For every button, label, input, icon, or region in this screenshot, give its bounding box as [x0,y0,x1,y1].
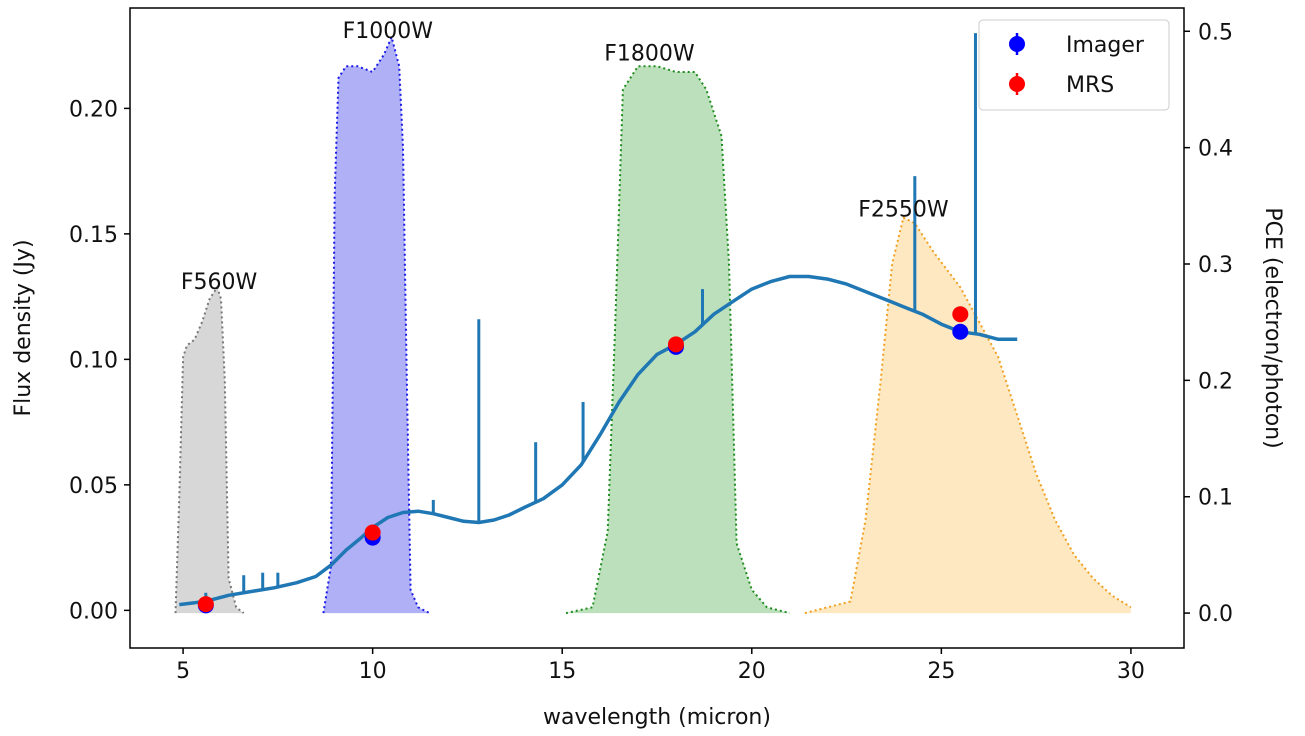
y-axis-right: 0.0 0.1 0.2 0.3 0.4 0.5 [1184,20,1233,627]
y2-tick-label: 0.2 [1198,369,1233,394]
y-tick-label: 0.20 [69,97,118,122]
mrs-point-3 [667,336,684,353]
x-axis-title: wavelength (micron) [543,705,771,730]
y2-axis-title: PCE (electron/photon) [1260,207,1285,448]
filter-label-f2550w: F2550W [858,197,949,222]
x-tick-label: 25 [927,659,955,684]
y2-tick-label: 0.0 [1198,602,1233,627]
legend-marker-mrs [1009,76,1025,92]
filter-area-f560w [175,287,244,614]
x-tick-label: 5 [176,659,190,684]
legend-label-imager: Imager [1066,33,1145,58]
x-tick-label: 10 [359,659,387,684]
filter-label-f560w: F560W [181,270,258,295]
filter-curve-f560w [174,285,245,614]
x-tick-label: 20 [738,659,766,684]
filter-label-f1800w: F1800W [604,42,695,67]
plot-frame [129,7,1185,649]
x-tick-label: 30 [1117,659,1145,684]
y-tick-label: 0.15 [69,223,118,248]
filter-area-f1000w [323,37,430,614]
filter-curve-f2550w [804,216,1132,615]
filter-label-f1000w: F1000W [343,19,434,44]
y-axis-left: 0.00 0.05 0.10 0.15 0.20 [69,97,130,624]
filter-labels: F560W F1000W F1800W F2550W [181,19,949,295]
imager-point-4 [952,323,969,340]
photometry-points [197,306,969,614]
mrs-point-4 [952,306,969,323]
x-axis: 5 10 15 20 25 30 [176,648,1145,684]
spectrum-layer [179,33,1018,607]
legend-marker-imager [1009,36,1025,52]
y2-tick-label: 0.5 [1198,20,1233,45]
y-tick-label: 0.10 [69,348,118,373]
filter-curve-f1800w [565,65,790,615]
filter-area-f2550w [804,217,1131,614]
legend-box [978,19,1170,111]
y-axis-title: Flux density (Jy) [11,239,36,416]
y-tick-label: 0.00 [69,599,118,624]
filter-curves [174,34,1132,615]
mrs-point-1 [197,596,214,613]
y2-tick-label: 0.3 [1198,253,1233,278]
y2-tick-label: 0.4 [1198,137,1233,162]
legend: Imager MRS [978,19,1170,111]
filter-curve-f1000w [322,34,430,614]
y-tick-label: 0.05 [69,474,118,499]
y2-tick-label: 0.1 [1198,486,1233,511]
legend-label-mrs: MRS [1066,73,1114,98]
mrs-point-2 [364,524,381,541]
spectrum-line [179,274,1018,607]
x-tick-label: 15 [548,659,576,684]
